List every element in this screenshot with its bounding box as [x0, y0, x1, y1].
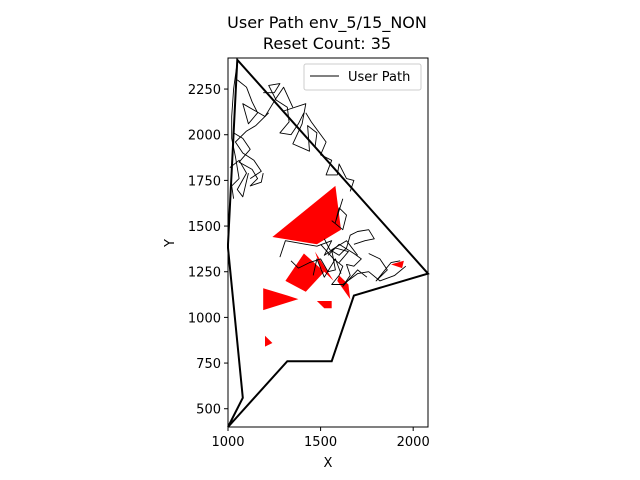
- obstacle-7: [265, 335, 273, 347]
- user-path-segment-9: [323, 229, 375, 256]
- y-tick-label: 500: [196, 403, 221, 418]
- y-tick-label: 1250: [188, 266, 221, 281]
- user-path-segment-10: [320, 244, 407, 285]
- environment-boundary: [227, 57, 430, 428]
- user-path-segment-4: [233, 132, 264, 187]
- user-path-segment-5: [229, 159, 249, 198]
- x-tick-label: 1500: [304, 435, 337, 450]
- y-tick-label: 2250: [188, 83, 221, 98]
- chart-title: User Path env_5/15_NON: [227, 13, 427, 33]
- obstacle-3: [315, 251, 334, 281]
- y-tick-label: 2000: [188, 129, 221, 144]
- boundary-layer: [227, 57, 430, 428]
- y-axis-ticks: 500 750 1000 1250 1500 1750 2000 2250: [188, 83, 228, 418]
- user-path-segment-3: [234, 112, 270, 179]
- legend-box: [303, 63, 422, 91]
- x-axis-ticks: 1000 1500 2000: [211, 427, 430, 450]
- user-path-segment-2: [237, 79, 294, 125]
- legend-label-user-path: User Path: [348, 70, 410, 85]
- obstacle-8: [391, 260, 404, 269]
- user-path-segment-8: [305, 112, 355, 192]
- user-path-segment-15: [368, 253, 401, 282]
- legend: User Path: [303, 63, 422, 91]
- user-path-segment-14: [331, 198, 347, 231]
- user-path-segment-7: [283, 103, 318, 152]
- plot-frame: [227, 57, 429, 428]
- x-tick-label: 2000: [397, 435, 430, 450]
- user-path-segment-16: [312, 258, 342, 278]
- user-path-segment-6: [263, 83, 305, 136]
- y-tick-label: 1750: [188, 174, 221, 189]
- obstacle-6: [316, 301, 332, 309]
- y-tick-label: 750: [196, 357, 221, 372]
- user-path-layer: [229, 61, 407, 287]
- x-axis-label: X: [324, 456, 333, 471]
- obstacle-5: [337, 275, 351, 300]
- y-tick-label: 1500: [188, 220, 221, 235]
- x-tick-label: 1000: [211, 435, 244, 450]
- obstacle-1: [272, 185, 341, 245]
- y-tick-label: 1000: [188, 311, 221, 326]
- user-path-segment-11: [327, 243, 368, 287]
- chart-subtitle: Reset Count: 35: [263, 34, 391, 53]
- obstacle-4: [263, 288, 299, 311]
- y-axis-label: Y: [163, 239, 178, 248]
- user-path-segment-12: [279, 240, 349, 263]
- obstacles-layer: [263, 185, 404, 347]
- obstacle-2: [285, 253, 325, 292]
